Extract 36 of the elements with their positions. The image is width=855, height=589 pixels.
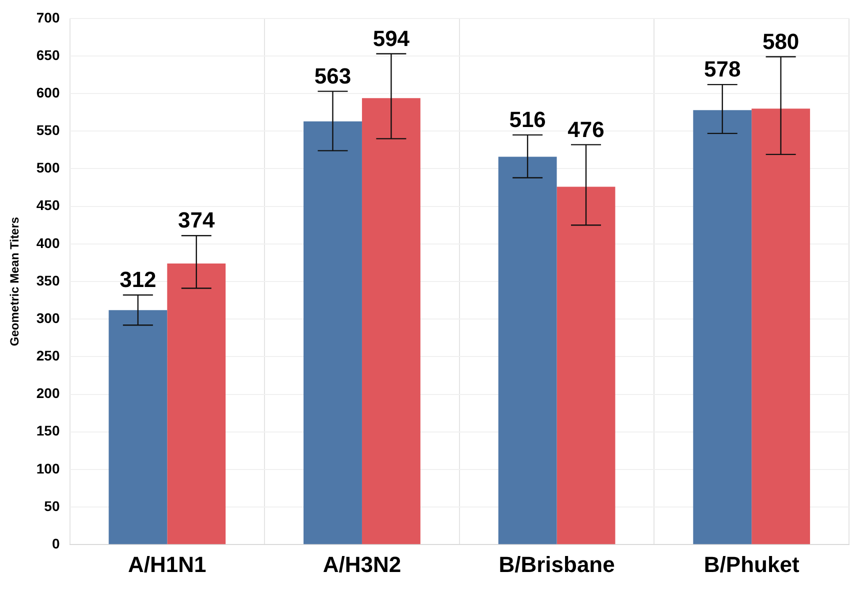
x-tick-label: A/H1N1: [128, 552, 206, 577]
y-tick-label: 500: [36, 160, 60, 176]
y-tick-label: 600: [36, 84, 60, 100]
data-label: 516: [509, 106, 546, 132]
y-tick-label: 150: [36, 422, 60, 439]
y-tick-label: 50: [44, 498, 60, 514]
y-tick-label: 250: [36, 348, 60, 364]
y-tick-label: 300: [36, 310, 60, 326]
x-tick-label: B/Phuket: [704, 552, 800, 577]
x-tick-label: B/Brisbane: [498, 552, 615, 577]
x-tick-label: A/H3N2: [322, 552, 402, 577]
y-tick-label: 450: [36, 197, 60, 214]
y-tick-label: 550: [36, 122, 60, 138]
y-tick-label: 200: [36, 385, 60, 402]
data-label: 594: [372, 26, 410, 51]
data-label: 578: [704, 56, 741, 82]
bar: [108, 310, 168, 544]
bar: [693, 110, 752, 544]
data-label: 476: [568, 116, 604, 142]
bar: [556, 186, 616, 544]
bar: [752, 108, 810, 544]
y-tick-label: 350: [36, 272, 60, 288]
bar: [498, 156, 557, 544]
data-label: 312: [120, 267, 156, 292]
data-label: 580: [762, 28, 800, 54]
bar: [362, 98, 420, 544]
bar: [167, 263, 226, 544]
y-tick-label: 100: [36, 460, 60, 476]
data-label: 374: [178, 208, 216, 233]
bar: [304, 121, 362, 544]
y-tick-label: 0: [52, 535, 60, 552]
y-axis-title: Geometric Mean Titers: [8, 216, 22, 346]
data-label: 563: [314, 63, 352, 88]
y-tick-label: 400: [36, 234, 60, 251]
y-tick-label: 650: [36, 46, 60, 63]
y-tick-label: 700: [36, 9, 60, 26]
